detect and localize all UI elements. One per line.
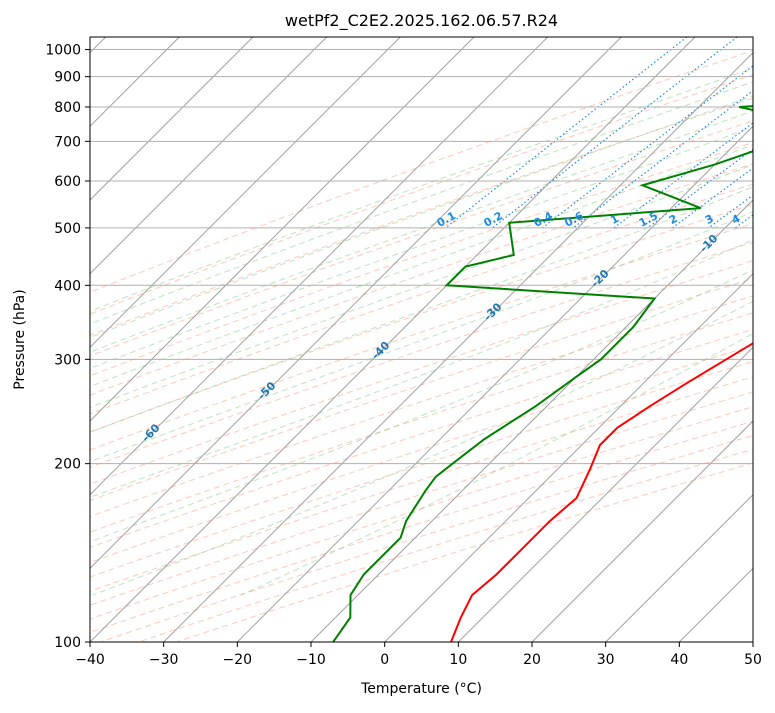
x-tick-label: −20 bbox=[223, 652, 253, 668]
plot-background bbox=[90, 37, 753, 642]
x-tick-label: −10 bbox=[296, 652, 326, 668]
chart-title: wetPf2_C2E2.2025.162.06.57.R24 bbox=[285, 11, 558, 31]
y-tick-label: 900 bbox=[54, 70, 81, 86]
mixing-ratio-label: 6 bbox=[768, 212, 775, 227]
isotherm-line bbox=[753, 37, 775, 642]
y-tick-label: 700 bbox=[54, 134, 81, 150]
y-tick-label: 1000 bbox=[45, 43, 81, 59]
y-tick-label: 200 bbox=[54, 457, 81, 473]
x-tick-label: 0 bbox=[380, 652, 389, 668]
y-tick-label: 500 bbox=[54, 221, 81, 237]
y-tick-label: 600 bbox=[54, 174, 81, 190]
x-tick-label: 40 bbox=[670, 652, 688, 668]
x-tick-label: 10 bbox=[449, 652, 467, 668]
x-tick-label: −40 bbox=[75, 652, 105, 668]
x-tick-label: 20 bbox=[523, 652, 541, 668]
y-tick-label: 400 bbox=[54, 278, 81, 294]
x-tick-label: 30 bbox=[597, 652, 615, 668]
y-tick-label: 800 bbox=[54, 100, 81, 116]
x-tick-label: 50 bbox=[744, 652, 762, 668]
x-axis-label: Temperature (°C) bbox=[360, 681, 482, 697]
isotherm-label: -70 bbox=[22, 465, 45, 488]
y-tick-label: 300 bbox=[54, 352, 81, 368]
x-tick-label: −30 bbox=[149, 652, 179, 668]
y-axis-label: Pressure (hPa) bbox=[12, 289, 28, 389]
y-tick-label: 100 bbox=[54, 635, 81, 651]
